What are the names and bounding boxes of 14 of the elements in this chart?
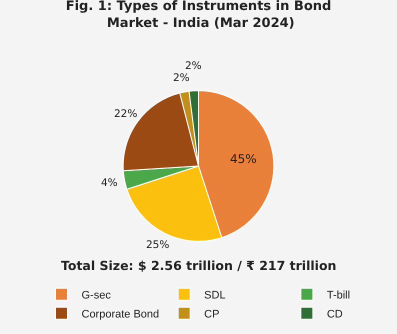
legend-label: SDL [204,290,226,302]
legend-label: CD [326,308,343,321]
legend-label: G-sec [82,290,112,302]
data-label: 2% [173,72,190,84]
legend-label: CP [204,308,220,321]
chart-title: Fig. 1: Types of Instruments in Bond Market - India (Mar 2024) [66,0,332,31]
data-label: 22% [114,108,138,120]
data-label: 4% [101,177,118,189]
legend-label: T-bill [326,290,350,302]
data-label: 25% [146,239,170,251]
legend-label: Corporate Bond [82,308,160,321]
data-label: 2% [185,60,202,72]
data-label: 45% [230,152,257,166]
text: Total Size: $ 2.56 trillion / ₹ 217 trillion [61,258,336,273]
